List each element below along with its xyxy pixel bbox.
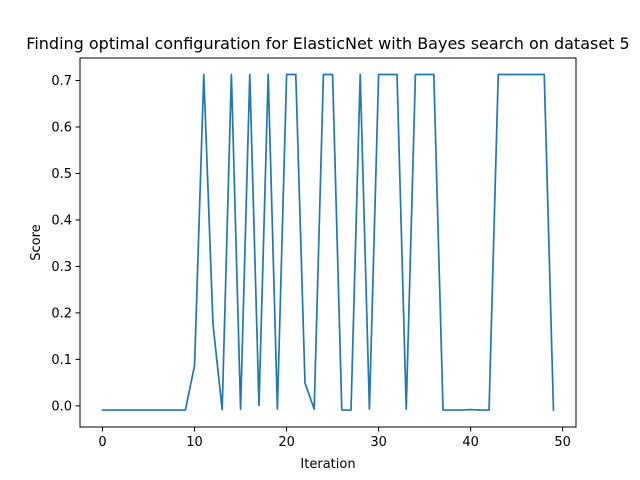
x-tick-label: 0 (98, 435, 106, 450)
y-tick-label: 0.1 (51, 353, 72, 368)
x-tick-label: 30 (370, 435, 387, 450)
y-tick-label: 0.2 (51, 306, 72, 321)
x-tick-label: 40 (462, 435, 479, 450)
series-line (101, 73, 555, 411)
y-axis-label: Score (29, 224, 44, 260)
x-tick-label: 50 (554, 435, 571, 450)
y-tick-label: 0.3 (51, 260, 72, 275)
y-tick-label: 0.7 (51, 74, 72, 89)
x-tick-label: 20 (278, 435, 295, 450)
chart-title: Finding optimal configuration for Elasti… (26, 34, 629, 53)
y-tick-label: 0.0 (51, 399, 72, 414)
x-axis-label: Iteration (300, 457, 355, 472)
ticks-layer: 0 10 20 30 40 50 0.0 0.1 0.2 0.3 0.4 0.5 0.6 0.7 (51, 74, 571, 450)
series-layer (101, 73, 555, 411)
y-tick-label: 0.5 (51, 167, 72, 182)
y-tick-label: 0.6 (51, 121, 72, 136)
plot-frame (79, 57, 577, 428)
x-tick-label: 10 (186, 435, 203, 450)
y-tick-label: 0.4 (51, 213, 72, 228)
